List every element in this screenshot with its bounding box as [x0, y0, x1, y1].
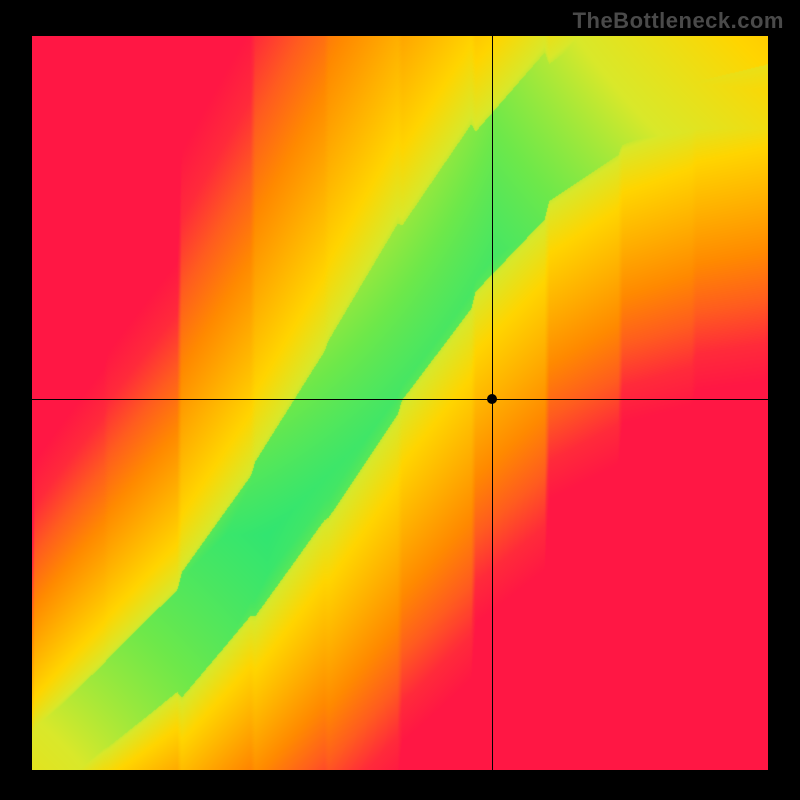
crosshair-horizontal — [32, 399, 768, 400]
heatmap-plot — [32, 36, 768, 770]
chart-container: TheBottleneck.com — [0, 0, 800, 800]
watermark-text: TheBottleneck.com — [573, 8, 784, 34]
heatmap-canvas — [32, 36, 768, 770]
